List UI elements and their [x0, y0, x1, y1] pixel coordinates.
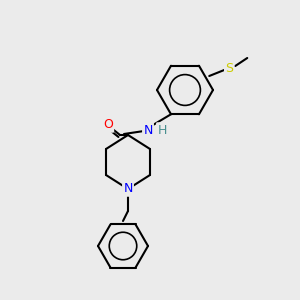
Text: N: N	[123, 182, 133, 196]
Text: N: N	[143, 124, 153, 136]
Text: O: O	[103, 118, 113, 131]
Text: H: H	[157, 124, 167, 136]
Text: S: S	[225, 61, 233, 74]
